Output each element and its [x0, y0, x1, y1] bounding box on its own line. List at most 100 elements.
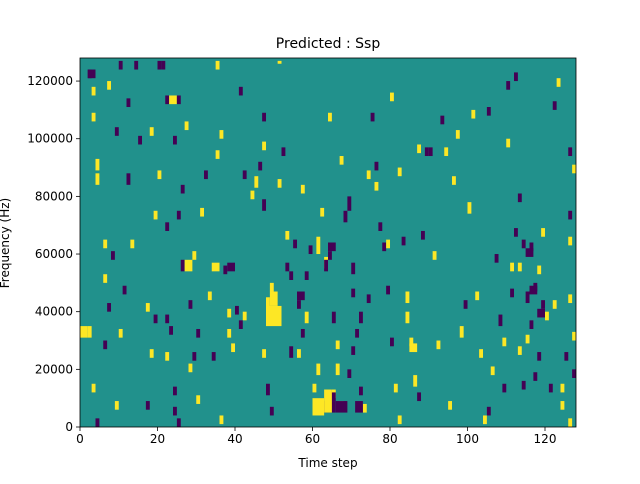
plot-area	[79, 57, 577, 428]
heatmap-cell	[145, 401, 150, 410]
heatmap-block	[227, 262, 235, 272]
heatmap-cell	[382, 242, 387, 252]
heatmap-block	[269, 291, 278, 306]
heatmap-cell	[548, 383, 553, 393]
heatmap-cell	[165, 222, 170, 231]
heatmap-cell	[238, 86, 243, 96]
x-tick-label: 80	[382, 432, 397, 446]
x-tick-label: 100	[456, 432, 479, 446]
heatmap-cell	[525, 291, 530, 304]
heatmap-block	[297, 291, 305, 301]
heatmap-cell	[153, 314, 158, 324]
heatmap-cell	[568, 418, 573, 427]
heatmap-cell	[331, 311, 336, 324]
heatmap-cell	[304, 271, 309, 280]
heatmap-cell	[285, 262, 290, 272]
heatmap-cell	[196, 328, 201, 338]
heatmap-cell	[517, 193, 522, 203]
heatmap-cell	[370, 112, 375, 122]
heatmap-cell	[122, 285, 127, 295]
heatmap-cell	[169, 326, 174, 335]
y-tick-label: 60000	[35, 247, 73, 261]
x-axis: 0 20 40 60 80 100 120	[76, 427, 556, 446]
heatmap-cell	[397, 167, 402, 177]
heatmap-cell	[502, 337, 507, 347]
heatmap-cell	[568, 147, 573, 157]
heatmap-cell	[91, 112, 96, 122]
heatmap-cell	[258, 161, 263, 171]
y-tick-label: 20000	[35, 362, 73, 376]
heatmap-cell	[432, 251, 437, 260]
heatmap-cell	[184, 121, 189, 131]
heatmap-cell	[231, 343, 236, 353]
heatmap-cell	[436, 340, 441, 350]
heatmap-block	[529, 285, 538, 295]
heatmap-cell	[215, 150, 220, 159]
heatmap-cell	[514, 72, 518, 82]
heatmap-cell	[235, 305, 239, 315]
heatmap-cell	[455, 130, 460, 139]
heatmap-cell	[552, 300, 557, 309]
chart-title: Predicted : Ssp	[276, 36, 381, 52]
heatmap-cell	[180, 184, 185, 194]
heatmap-cell	[157, 60, 162, 70]
heatmap-cell	[541, 300, 546, 309]
heatmap-cell	[359, 386, 363, 396]
heatmap-cell	[103, 274, 108, 283]
heatmap-cell	[269, 282, 274, 292]
y-tick-label: 40000	[35, 305, 73, 319]
heatmap-cell	[173, 406, 177, 416]
heatmap-cell	[328, 251, 332, 260]
x-axis-label: Time step	[297, 456, 357, 470]
heatmap-cell	[215, 60, 220, 70]
heatmap-cell	[541, 228, 546, 237]
heatmap-cell	[223, 265, 228, 275]
heatmap-cell	[130, 239, 135, 249]
y-axis-label: Frequency (Hz)	[0, 198, 12, 289]
heatmap-cell	[494, 254, 499, 263]
heatmap-cell	[529, 242, 534, 252]
heatmap-block	[324, 389, 332, 413]
heatmap-cell	[103, 239, 108, 249]
heatmap-cell	[405, 311, 410, 324]
heatmap-cell	[393, 383, 398, 393]
heatmap-cell	[262, 199, 267, 211]
heatmap-cell	[355, 328, 360, 338]
heatmap-cell	[87, 326, 92, 338]
heatmap-cell	[95, 173, 100, 185]
heatmap-cell	[103, 340, 108, 350]
heatmap-cell	[219, 130, 224, 139]
heatmap-cell	[386, 285, 391, 295]
heatmap-cell	[114, 127, 119, 136]
heatmap-cell	[312, 383, 317, 393]
heatmap-cell	[297, 300, 301, 309]
heatmap-cell	[126, 98, 131, 108]
x-tick-label: 120	[534, 432, 557, 446]
heatmap-cell	[297, 349, 301, 358]
heatmap-cell	[390, 92, 394, 102]
heatmap-cell	[114, 401, 119, 410]
heatmap-cell	[498, 314, 503, 327]
heatmap-block	[537, 308, 545, 318]
heatmap-block	[335, 401, 348, 413]
heatmap-cell	[262, 349, 267, 358]
heatmap-cell	[173, 386, 177, 396]
heatmap-cell	[347, 369, 352, 378]
heatmap-cell	[537, 265, 542, 275]
heatmap-cell	[362, 403, 367, 413]
heatmap-cell	[153, 210, 158, 220]
heatmap-cell	[359, 311, 363, 324]
heatmap-cell	[176, 95, 181, 105]
heatmap-cell	[200, 207, 205, 217]
heatmap-cell	[126, 173, 131, 185]
heatmap-cell	[192, 251, 197, 260]
y-tick-label: 0	[65, 420, 73, 434]
heatmap-cell	[397, 415, 402, 425]
heatmap-cell	[490, 366, 495, 376]
heatmap-cell	[134, 60, 139, 70]
heatmap-cell	[486, 107, 491, 116]
heatmap-cell	[529, 320, 534, 329]
heatmap-cell	[506, 138, 511, 148]
